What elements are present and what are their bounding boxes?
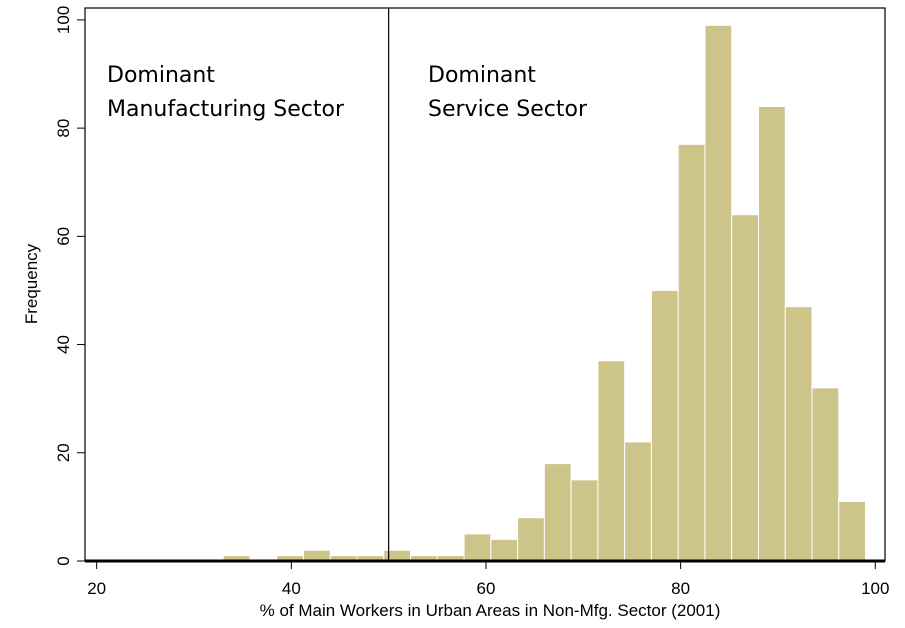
y-tick-label: 0 (54, 556, 73, 565)
bar (517, 517, 545, 562)
bar (731, 214, 759, 562)
y-tick-label: 100 (54, 6, 73, 34)
bar (383, 549, 412, 562)
y-tick-label: 40 (54, 335, 73, 354)
annotation: Dominant (428, 63, 536, 88)
bar (650, 289, 679, 562)
bar (677, 143, 706, 562)
annotation: Service Sector (428, 97, 588, 122)
bar (811, 387, 840, 562)
x-tick-label: 40 (282, 579, 301, 598)
bar (704, 24, 733, 562)
bar (757, 105, 786, 562)
x-tick-label: 60 (477, 579, 496, 598)
bar (624, 441, 652, 562)
bar (463, 533, 492, 562)
bar (570, 479, 599, 562)
y-axis-label: Frequency (22, 243, 41, 324)
x-tick-label: 80 (671, 579, 690, 598)
bar (543, 463, 572, 562)
bar (490, 538, 519, 562)
y-tick-label: 20 (54, 443, 73, 462)
bar (302, 549, 331, 562)
y-tick-label: 60 (54, 227, 73, 246)
y-tick-label: 80 (54, 119, 73, 138)
bar (838, 500, 867, 562)
annotation: Manufacturing Sector (107, 97, 345, 122)
bar (784, 306, 813, 562)
annotation: Dominant (107, 63, 215, 88)
x-axis-label: % of Main Workers in Urban Areas in Non-… (260, 601, 721, 620)
x-tick-label: 100 (861, 579, 889, 598)
x-tick-label: 20 (87, 579, 106, 598)
bar (597, 360, 626, 562)
